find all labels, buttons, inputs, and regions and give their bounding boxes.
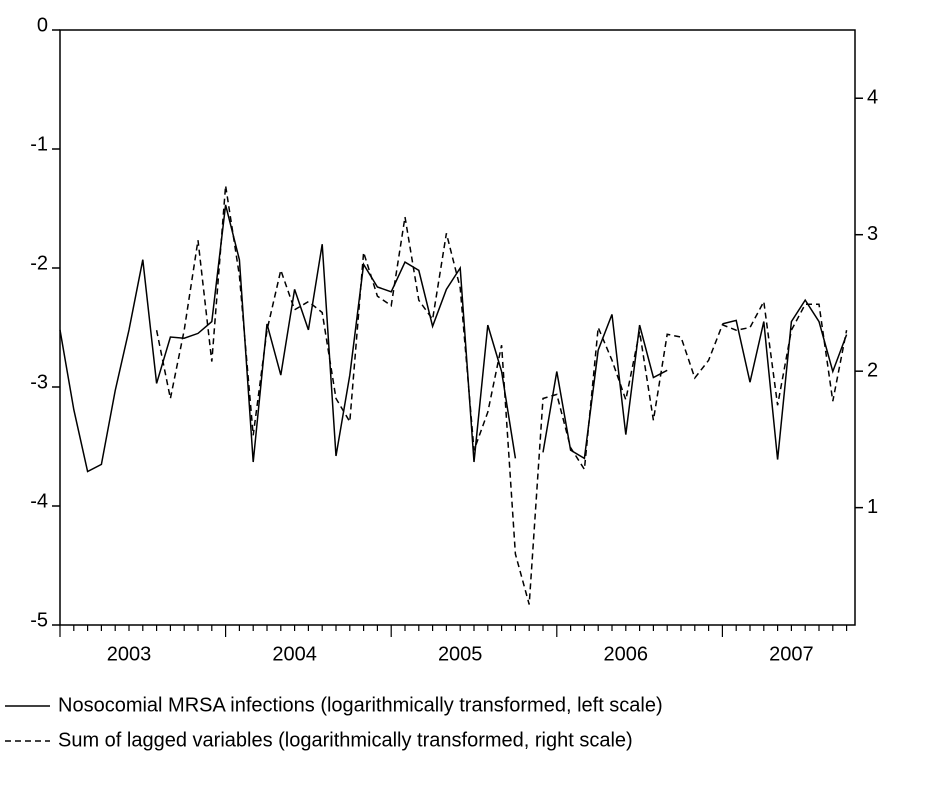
y-tick-label: -5 <box>30 609 48 631</box>
x-tick-label: 2005 <box>438 643 483 665</box>
y2-tick-label: 1 <box>867 496 878 518</box>
legend-label: Nosocomial MRSA infections (logarithmica… <box>58 694 663 716</box>
y-tick-label: -4 <box>30 490 48 512</box>
y2-tick-label: 3 <box>867 223 878 245</box>
legend-label: Sum of lagged variables (logarithmically… <box>58 729 633 751</box>
x-tick-label: 2003 <box>107 643 152 665</box>
y-tick-label: -1 <box>30 133 48 155</box>
series-line <box>59 204 848 473</box>
y2-tick-label: 4 <box>867 87 878 109</box>
x-tick-label: 2006 <box>604 643 649 665</box>
y2-tick-label: 2 <box>867 359 878 381</box>
x-tick-label: 2004 <box>272 643 317 665</box>
plot-frame <box>59 29 856 626</box>
y-tick-label: 0 <box>37 14 48 36</box>
x-tick-label: 2007 <box>769 643 814 665</box>
y-tick-label: -3 <box>30 371 48 393</box>
y-tick-label: -2 <box>30 252 48 274</box>
series-line <box>155 185 848 605</box>
